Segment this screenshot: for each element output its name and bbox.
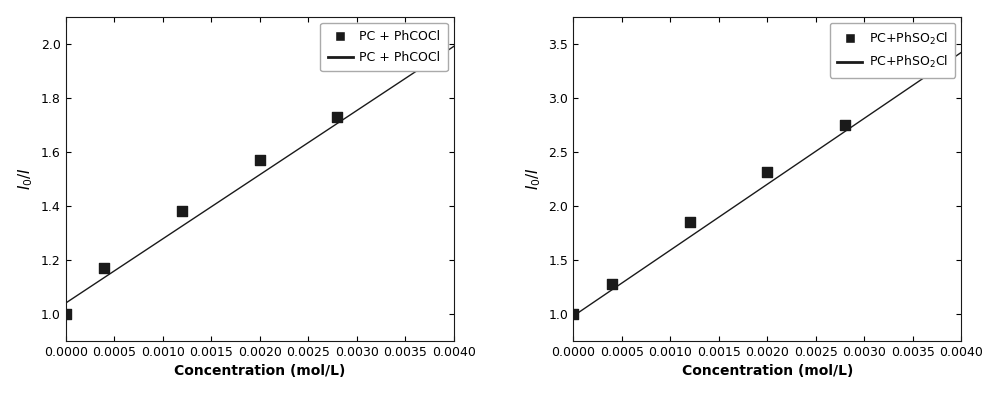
Point bbox=[682, 219, 698, 225]
Point bbox=[837, 122, 853, 128]
Point bbox=[58, 311, 74, 317]
X-axis label: Concentration (mol/L): Concentration (mol/L) bbox=[174, 364, 345, 378]
Legend: PC+PhSO$_2$Cl, PC+PhSO$_2$Cl: PC+PhSO$_2$Cl, PC+PhSO$_2$Cl bbox=[830, 23, 955, 77]
Point bbox=[604, 280, 620, 287]
Point bbox=[252, 157, 268, 163]
Legend: PC + PhCOCl, PC + PhCOCl: PC + PhCOCl, PC + PhCOCl bbox=[320, 23, 448, 71]
Point bbox=[905, 45, 921, 51]
Point bbox=[96, 265, 112, 271]
Point bbox=[565, 311, 581, 317]
Point bbox=[397, 51, 413, 58]
Point bbox=[174, 208, 190, 214]
X-axis label: Concentration (mol/L): Concentration (mol/L) bbox=[682, 364, 853, 378]
Point bbox=[759, 169, 775, 175]
Y-axis label: $I_0/I$: $I_0/I$ bbox=[524, 167, 543, 190]
Point bbox=[329, 113, 345, 120]
Y-axis label: $I_0/I$: $I_0/I$ bbox=[17, 167, 35, 190]
